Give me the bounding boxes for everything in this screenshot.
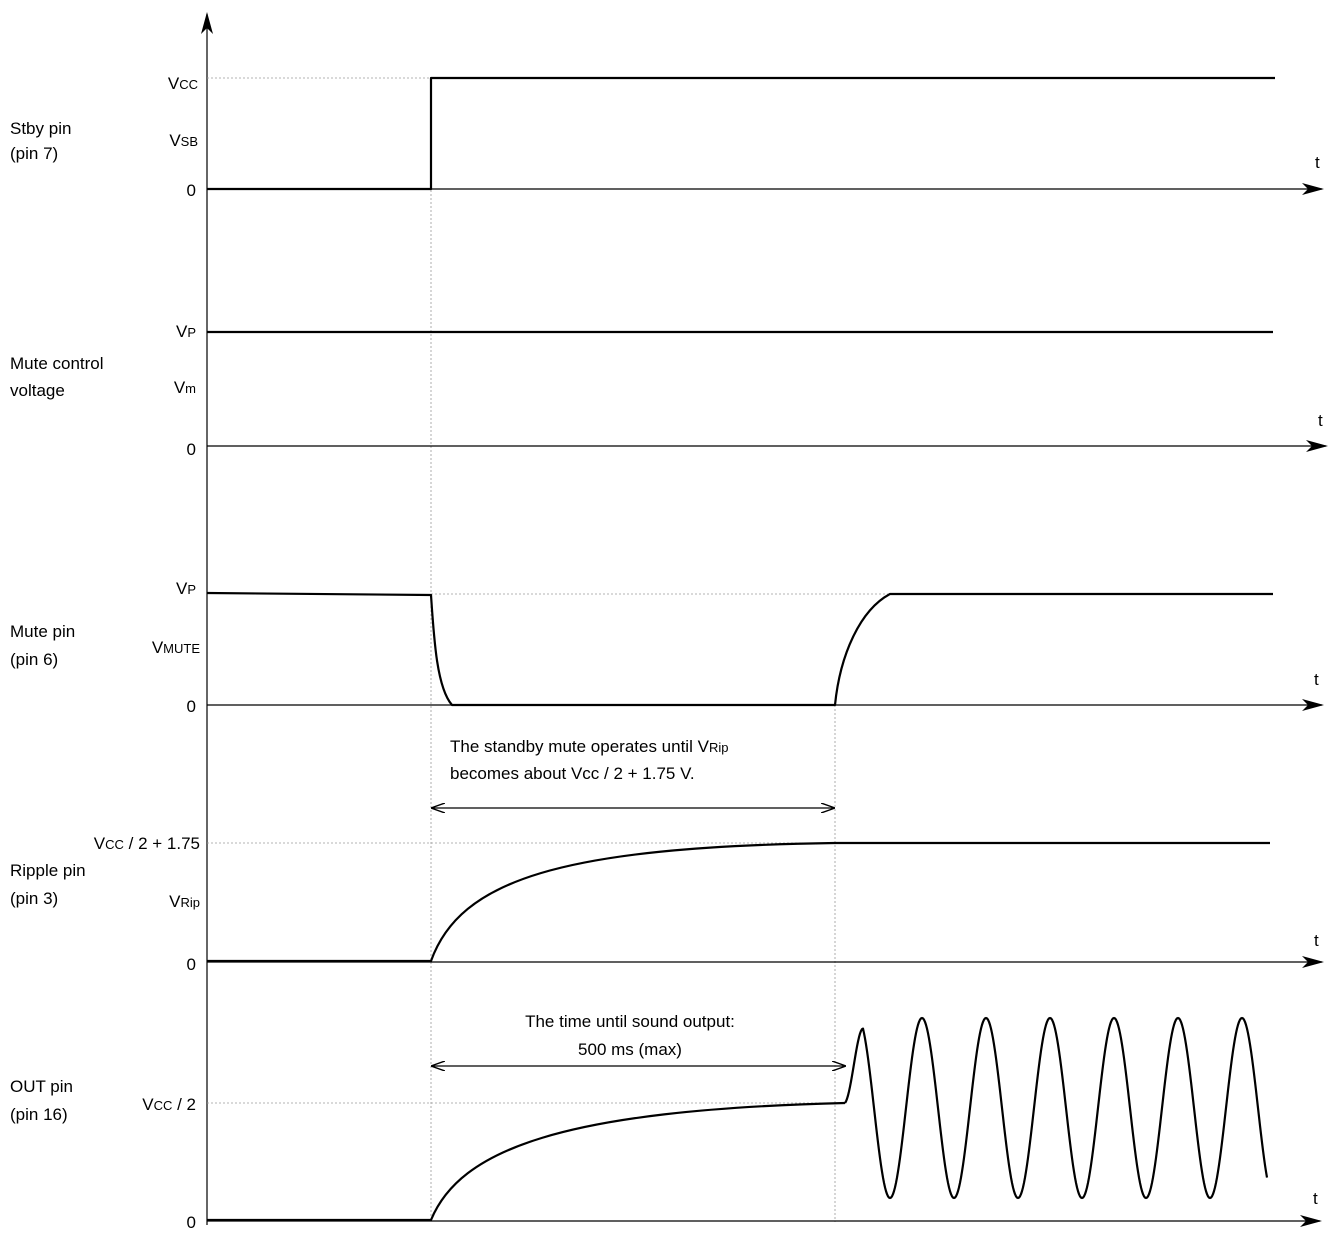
sound-output-note-line2: 500 ms (max) <box>578 1040 682 1059</box>
mute-pin-level-vp: VP <box>176 579 196 598</box>
stby-level-vcc: VCC <box>168 74 198 93</box>
mute-pin-level-vmute: VMUTE <box>152 638 201 657</box>
sound-output-note-line1: The time until sound output: <box>525 1012 735 1031</box>
mute-control-level-vm: Vm <box>174 378 196 397</box>
mute-control-level-vp: VP <box>176 322 196 341</box>
out-sine-waveform <box>844 1016 1269 1200</box>
ripple-level-top: VCC / 2 + 1.75 <box>94 834 200 853</box>
ripple-level-zero: 0 <box>187 955 196 974</box>
mute-pin-level-zero: 0 <box>187 697 196 716</box>
out-pin-label: OUT pin <box>10 1077 73 1096</box>
out-level-zero: 0 <box>187 1213 196 1232</box>
mute-control-time-label: t <box>1318 411 1323 430</box>
ripple-level-vrip: VRip <box>169 892 200 911</box>
stby-level-vsb: VSB <box>169 131 198 150</box>
out-pin-number: (pin 16) <box>10 1105 68 1124</box>
ripple-pin-label: Ripple pin <box>10 861 86 880</box>
mute-control-level-zero: 0 <box>187 440 196 459</box>
stby-level-zero: 0 <box>187 181 196 200</box>
mute-control-label-2: voltage <box>10 381 65 400</box>
out-charge-waveform <box>207 1101 846 1222</box>
out-level-half: VCC / 2 <box>142 1095 196 1114</box>
mute-pin-waveform <box>206 591 1273 707</box>
mute-pin-time-label: t <box>1314 670 1319 689</box>
mute-control-label: Mute control <box>10 354 104 373</box>
stby-waveform <box>207 76 1275 191</box>
standby-mute-note-line1: The standby mute operates until VRip <box>450 737 728 756</box>
stby-time-label: t <box>1315 153 1320 172</box>
stby-pin-label: Stby pin <box>10 119 71 138</box>
standby-mute-note-line2: becomes about Vcc / 2 + 1.75 V. <box>450 764 695 783</box>
ripple-pin-number: (pin 3) <box>10 889 58 908</box>
mute-pin-label: Mute pin <box>10 622 75 641</box>
out-time-label: t <box>1313 1189 1318 1208</box>
ripple-waveform <box>207 841 1270 963</box>
mute-pin-number: (pin 6) <box>10 650 58 669</box>
ripple-time-label: t <box>1314 931 1319 950</box>
stby-pin-number: (pin 7) <box>10 144 58 163</box>
